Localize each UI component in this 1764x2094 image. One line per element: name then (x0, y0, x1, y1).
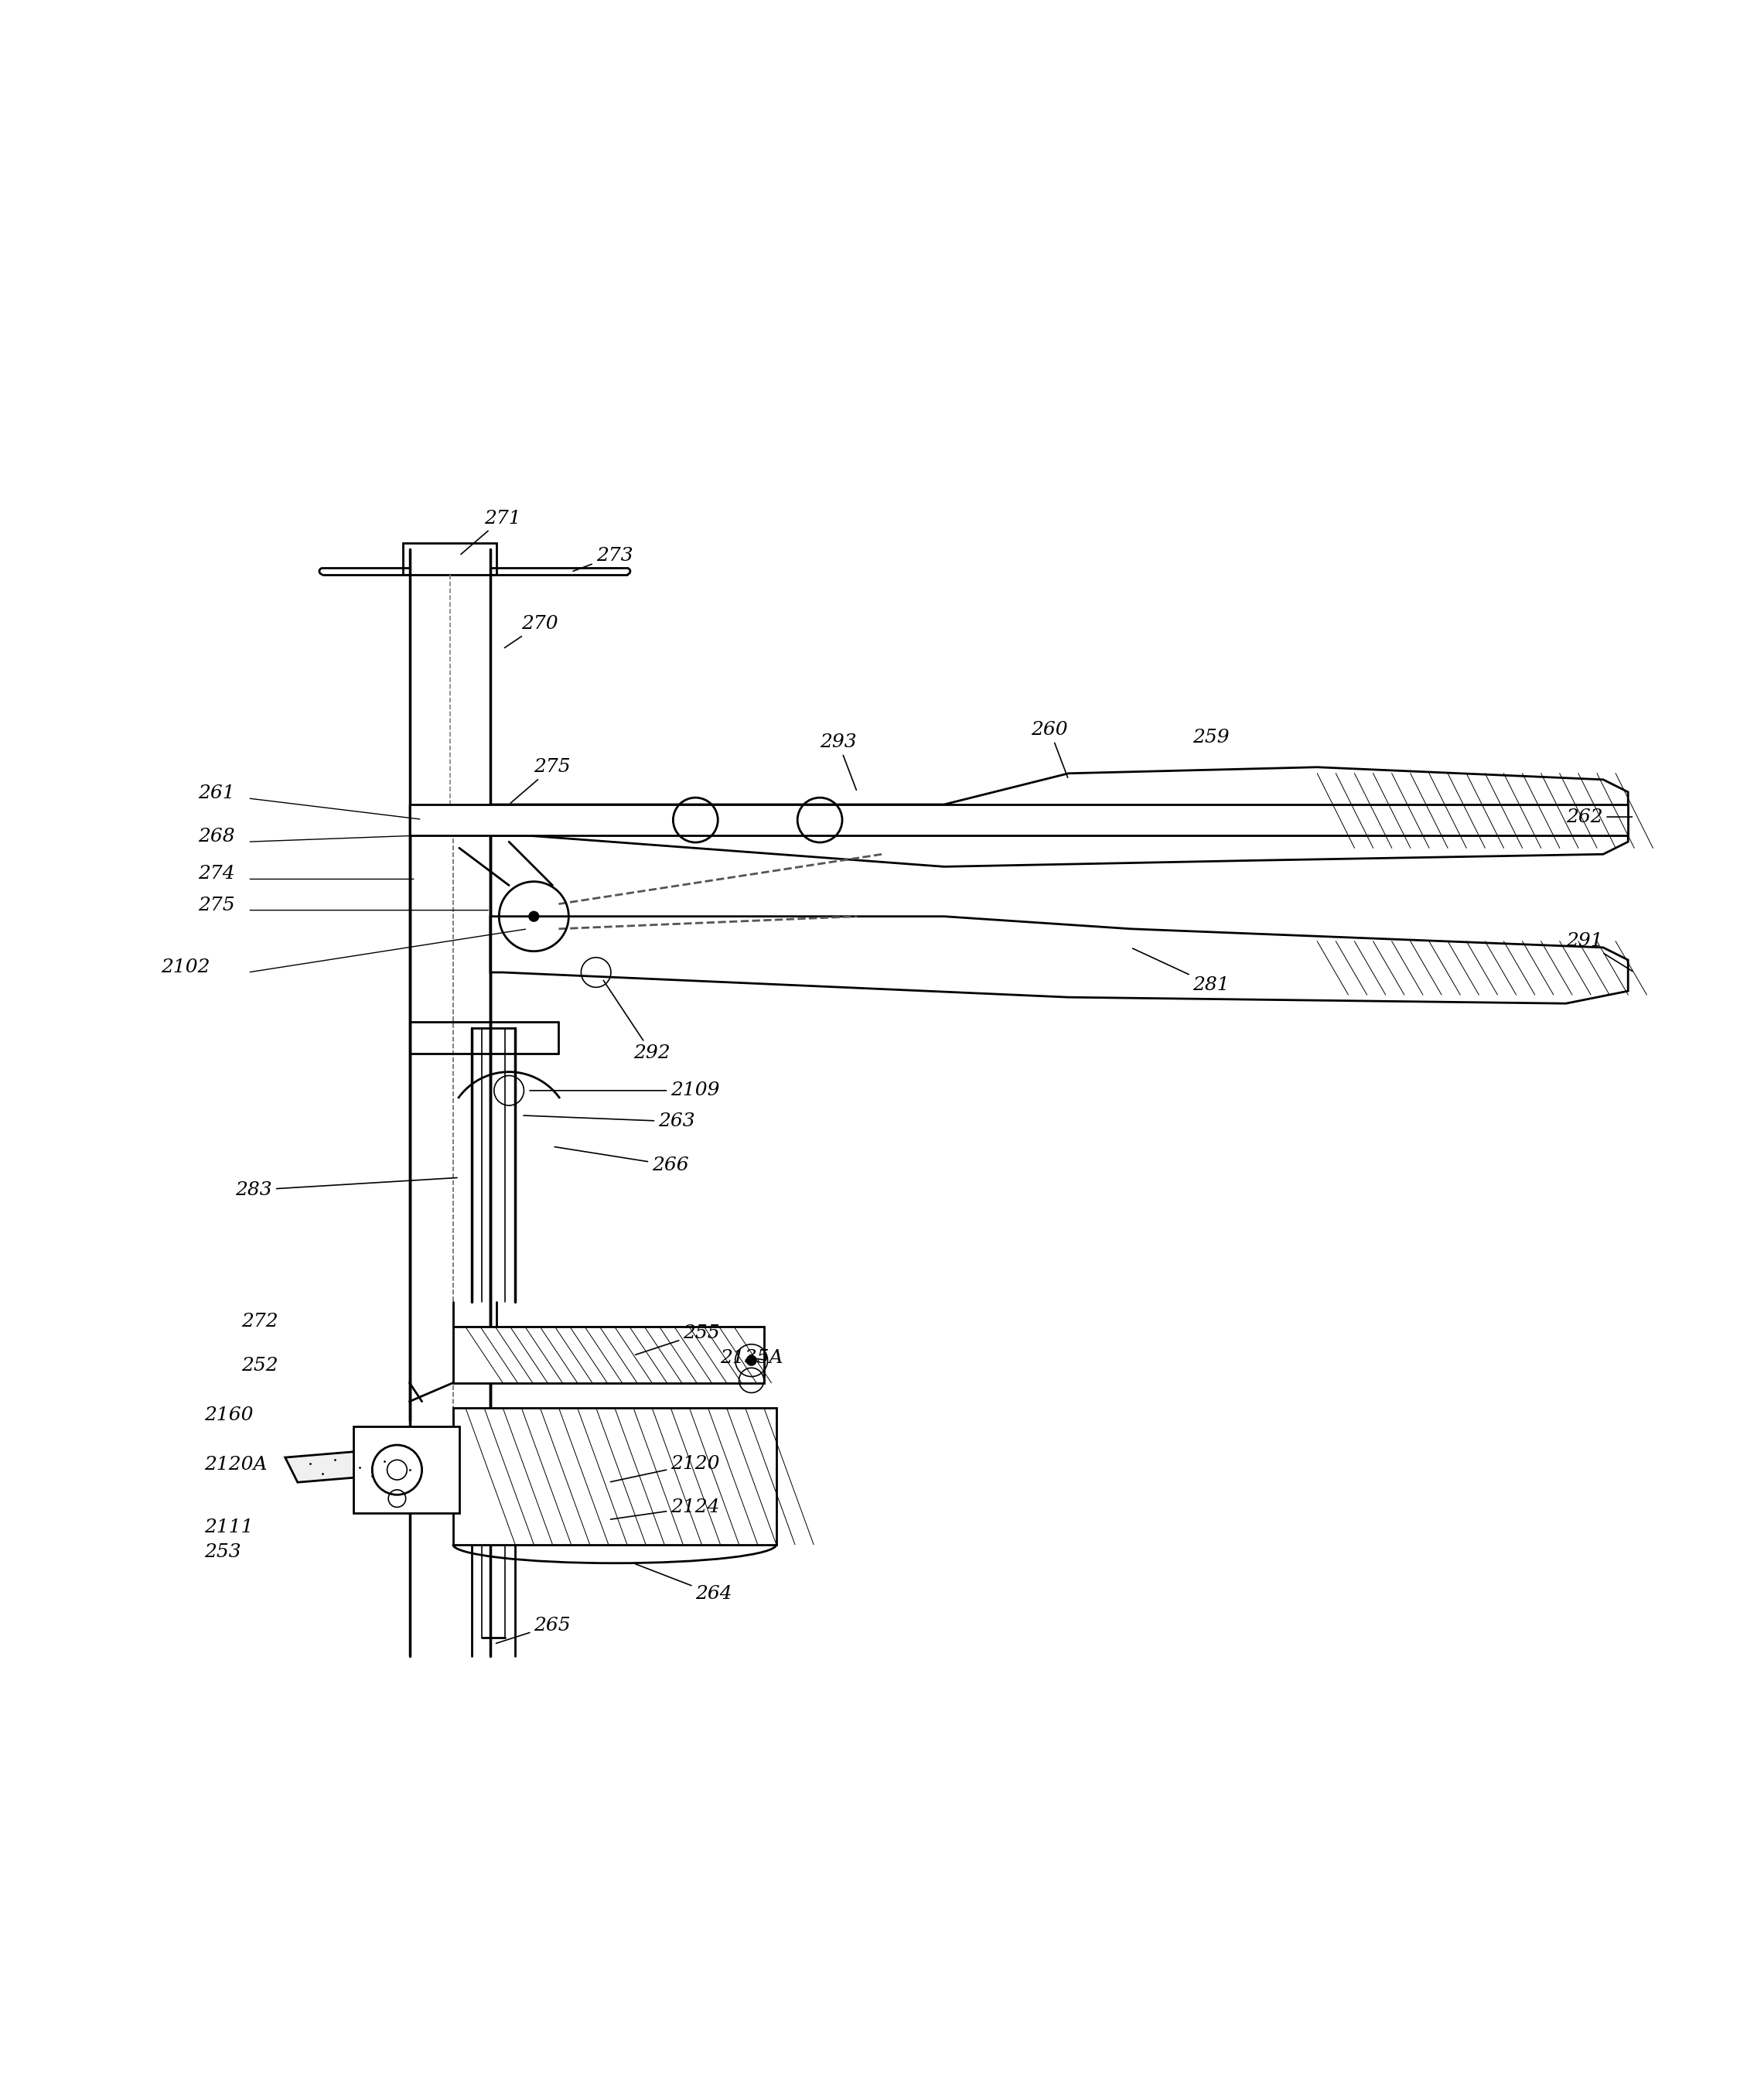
Circle shape (529, 911, 538, 921)
Bar (353, 1426, 459, 1514)
Text: 275: 275 (510, 758, 572, 804)
Text: 2120: 2120 (610, 1455, 720, 1483)
Bar (453, 1328, 764, 1382)
Text: 2135A: 2135A (720, 1349, 783, 1367)
Text: 272: 272 (242, 1313, 279, 1330)
Text: 255: 255 (635, 1323, 720, 1355)
Text: 273: 273 (573, 547, 633, 572)
Text: 2111: 2111 (205, 1518, 254, 1535)
Text: 268: 268 (198, 827, 235, 846)
Text: 2102: 2102 (161, 959, 210, 976)
Text: 262: 262 (1566, 808, 1632, 825)
Polygon shape (286, 1451, 446, 1483)
Text: 252: 252 (242, 1357, 279, 1374)
Text: 281: 281 (1132, 949, 1230, 995)
Bar (453, 1407, 776, 1545)
Text: 293: 293 (820, 733, 857, 789)
Text: 264: 264 (635, 1564, 732, 1604)
Bar (404, 542, 496, 574)
Text: 292: 292 (603, 980, 670, 1062)
Text: 253: 253 (205, 1543, 242, 1560)
Polygon shape (490, 766, 1628, 867)
Text: 270: 270 (505, 616, 557, 647)
Text: 275: 275 (198, 896, 235, 915)
Text: 266: 266 (554, 1148, 688, 1175)
Text: 265: 265 (496, 1617, 572, 1644)
Text: 283: 283 (235, 1177, 457, 1200)
Bar (409, 804, 1628, 836)
Text: 259: 259 (1192, 729, 1230, 745)
Text: 2124: 2124 (610, 1499, 720, 1520)
Text: 263: 263 (524, 1112, 695, 1131)
Text: 291: 291 (1566, 932, 1632, 972)
Text: 260: 260 (1032, 720, 1067, 777)
Polygon shape (490, 917, 1628, 1003)
Text: 2120A: 2120A (205, 1455, 268, 1474)
Text: 2160: 2160 (205, 1407, 254, 1424)
Text: 261: 261 (198, 785, 235, 802)
Text: 274: 274 (198, 865, 235, 884)
Circle shape (746, 1355, 757, 1365)
Text: 271: 271 (460, 509, 520, 555)
Text: 2109: 2109 (529, 1083, 720, 1099)
